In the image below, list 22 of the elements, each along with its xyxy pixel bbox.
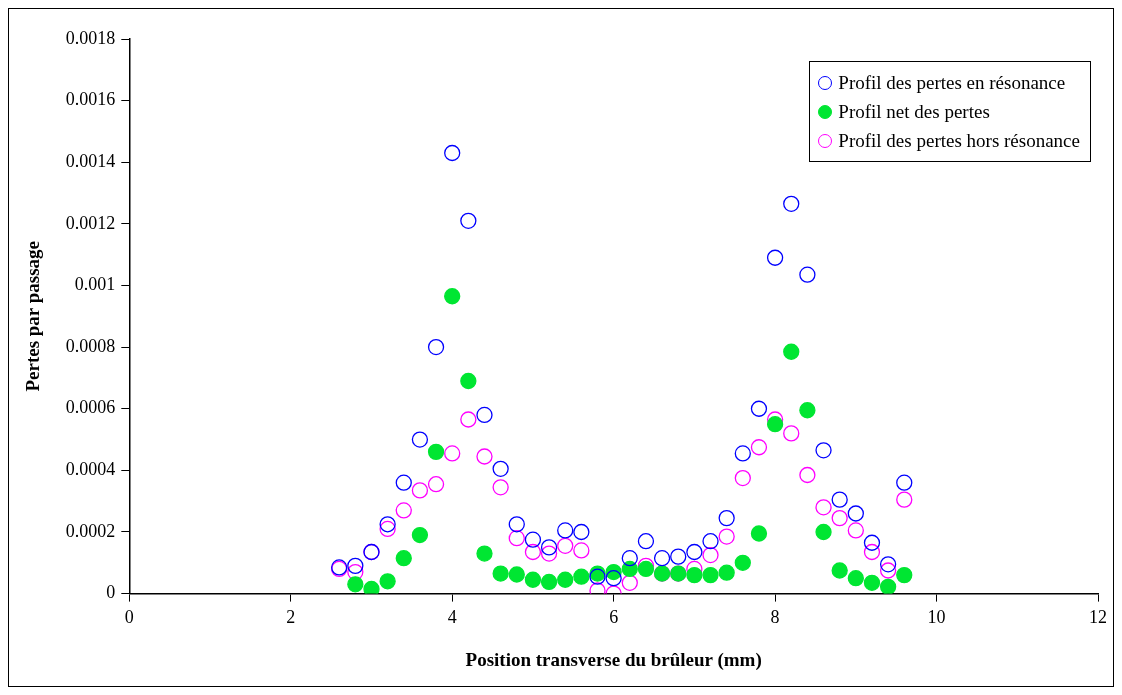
y-tick-label: 0 [106,582,116,603]
y-tick-label: 0.0016 [65,89,116,110]
y-tick-label: 0.0014 [65,150,116,171]
x-tick-label: 2 [286,607,296,628]
x-tick-label: 12 [1089,607,1107,628]
y-tick-label: 0.0004 [65,459,116,480]
x-tick-label: 10 [927,607,946,628]
y-tick-label: 0.0018 [65,27,116,48]
y-axis-title: Pertes par passage [22,241,44,392]
x-tick-label: 4 [447,607,457,628]
y-tick-label: 0.0002 [65,520,116,541]
legend-label: Profil des pertes hors résonance [838,129,1080,153]
x-axis-title: Position transverse du brûleur (mm) [465,648,762,671]
legend-label: Profil des pertes en résonance [838,71,1066,95]
x-tick-label: 6 [609,607,619,628]
y-tick-label: 0.0008 [65,335,116,356]
x-tick-label: 0 [124,607,134,628]
y-tick-label: 0.0012 [65,212,116,233]
x-tick-label: 8 [770,607,780,628]
legend-label: Profil net des pertes [838,100,990,124]
y-tick-label: 0.0006 [65,397,116,418]
y-tick-label: 0.001 [74,274,116,295]
